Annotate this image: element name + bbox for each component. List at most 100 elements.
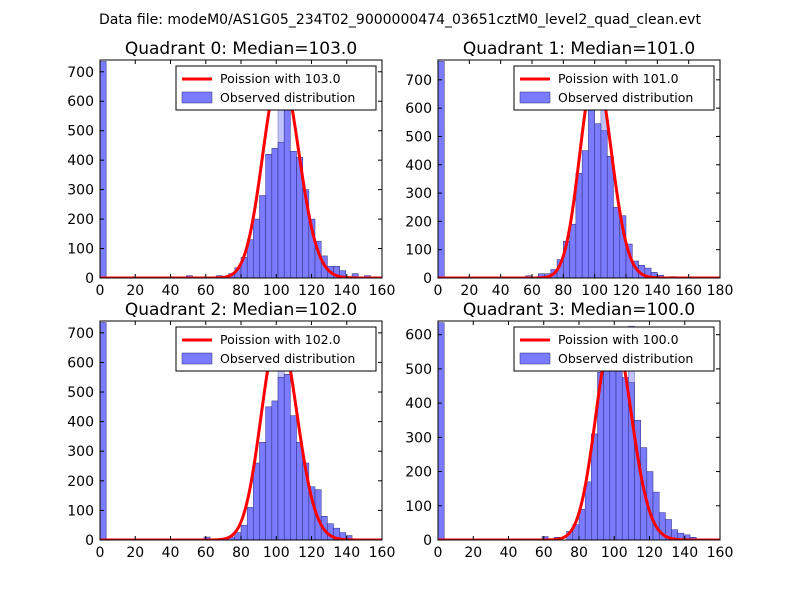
y-tick-label: 500 [405,129,432,145]
x-tick-label: 140 [333,283,360,299]
histogram-bar [277,376,285,540]
histogram-bar [606,156,614,278]
legend: Poission with 103.0 Observed distribution [175,65,377,111]
x-tick-label: 40 [162,545,180,561]
x-tick-label: 180 [707,283,734,299]
histogram-bar [600,130,608,278]
histogram-bar [246,507,254,540]
x-tick-label: 40 [500,545,518,561]
chart-panel-2: Quadrant 2: Median=102.0 0 20 40 60 80 100 120 1… [67,300,395,561]
x-tick-label: 100 [601,545,628,561]
y-tick-label: 200 [405,214,432,230]
figure-suptitle: Data file: modeM0/AS1G05_234T02_90000004… [99,12,701,28]
y-tick-label: 300 [405,430,432,446]
y-tick-label: 0 [423,533,432,549]
legend-bar-swatch [181,91,213,104]
histogram-bar [588,107,595,278]
x-tick-label: 40 [162,283,180,299]
histogram-bar [613,206,620,278]
x-tick-label: 60 [523,283,541,299]
histogram-bar [283,87,291,278]
y-tick-label: 600 [405,328,432,344]
x-tick-label: 20 [126,283,144,299]
plot-area [100,322,382,540]
y-tick-label: 400 [67,153,94,169]
x-tick-label: 160 [369,545,396,561]
poisson-curve [100,330,382,540]
histogram-bar [584,481,592,540]
histogram-bar [290,151,297,278]
x-tick-label: 20 [460,283,478,299]
histogram-bar [290,415,297,540]
y-tick-label: 300 [405,186,432,202]
histogram-bar [265,154,273,278]
panel-title: Quadrant 3: Median=100.0 [463,300,695,320]
x-tick-label: 0 [96,283,105,299]
legend-bar-swatch [519,352,551,365]
x-tick-label: 80 [232,283,250,299]
panels: Quadrant 0: Median=103.00 20 40 60 80 100 120 1… [67,39,733,561]
x-tick-label: 80 [570,545,588,561]
histogram-bar [253,218,260,278]
legend-label: Observed distribution [558,90,693,105]
histogram-bar [271,400,279,540]
x-tick-label: 100 [263,283,290,299]
y-tick-label: 600 [67,355,94,371]
legend-bar-swatch [181,352,213,365]
y-tick-label: 500 [67,124,94,140]
poisson-curve [100,69,382,278]
y-tick-label: 400 [405,396,432,412]
legend-bar-swatch [519,91,551,104]
x-tick-label: 80 [232,545,250,561]
legend: Poission with 100.0 Observed distribution [513,326,715,372]
plot-area [438,61,720,278]
x-tick-label: 60 [197,283,215,299]
x-tick-label: 140 [671,545,698,561]
histogram-bar [438,322,445,540]
histogram-bar [351,273,359,278]
x-tick-label: 60 [535,545,553,561]
y-tick-label: 600 [405,101,432,117]
histogram-bar [296,442,303,540]
x-tick-label: 60 [197,545,215,561]
y-tick-label: 200 [67,212,94,228]
legend-label: Poission with 103.0 [220,71,341,86]
x-tick-label: 0 [96,545,105,561]
panel-title: Quadrant 1: Median=101.0 [463,39,695,59]
y-tick-label: 400 [67,415,94,431]
x-tick-label: 120 [636,545,663,561]
poisson-curve [438,330,720,540]
y-tick-label: 600 [67,94,94,110]
y-tick-label: 100 [405,499,432,515]
legend-label: Poission with 101.0 [558,71,679,86]
y-tick-label: 500 [405,362,432,378]
plot-area [438,322,720,540]
legend-label: Observed distribution [558,351,693,366]
x-tick-label: 120 [613,283,640,299]
y-tick-label: 700 [405,73,432,89]
y-tick-label: 0 [85,533,94,549]
x-tick-label: 100 [263,545,290,561]
x-tick-label: 120 [298,545,325,561]
x-tick-label: 80 [554,283,572,299]
y-tick-label: 700 [67,326,94,342]
y-tick-label: 300 [67,444,94,460]
legend: Poission with 101.0 Observed distribution [513,65,715,111]
legend-label: Poission with 100.0 [558,332,679,347]
histogram-bar [621,377,629,540]
histogram-bar [581,150,589,278]
histogram-bar [541,536,549,540]
plot-area [100,61,382,278]
x-tick-label: 160 [675,283,702,299]
x-tick-label: 160 [369,283,396,299]
histogram-bar [603,365,611,540]
legend-label: Poission with 102.0 [220,332,341,347]
histogram-bar [652,491,660,540]
histogram-bar [253,462,260,540]
histogram-bar [271,148,279,278]
axes-frame [437,59,721,279]
y-tick-label: 100 [67,503,94,519]
x-tick-label: 120 [298,283,325,299]
y-tick-label: 400 [405,158,432,174]
